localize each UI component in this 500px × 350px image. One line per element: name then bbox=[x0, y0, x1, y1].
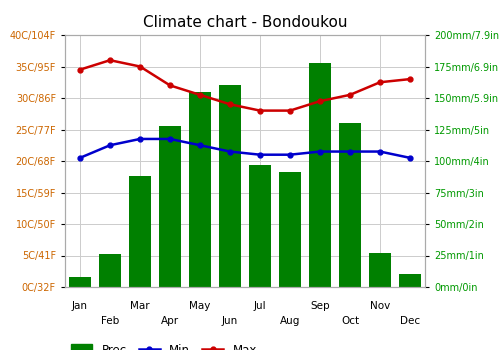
Text: Feb: Feb bbox=[101, 316, 119, 326]
Text: Oct: Oct bbox=[341, 316, 359, 326]
Text: Dec: Dec bbox=[400, 316, 420, 326]
Bar bbox=[159, 126, 181, 287]
Bar bbox=[69, 277, 91, 287]
Bar bbox=[129, 176, 151, 287]
Bar bbox=[369, 253, 391, 287]
Text: Jul: Jul bbox=[254, 301, 266, 311]
Text: Aug: Aug bbox=[280, 316, 300, 326]
Legend: Prec, Min, Max: Prec, Min, Max bbox=[71, 344, 257, 350]
Title: Climate chart - Bondoukou: Climate chart - Bondoukou bbox=[143, 15, 347, 30]
Bar bbox=[219, 85, 241, 287]
Text: Nov: Nov bbox=[370, 301, 390, 311]
Bar bbox=[399, 274, 421, 287]
Bar bbox=[279, 172, 301, 287]
Text: Sep: Sep bbox=[310, 301, 330, 311]
Bar bbox=[99, 254, 121, 287]
Bar bbox=[339, 123, 361, 287]
Bar bbox=[249, 165, 271, 287]
Text: Jan: Jan bbox=[72, 301, 88, 311]
Bar bbox=[189, 92, 211, 287]
Bar bbox=[309, 63, 331, 287]
Text: Mar: Mar bbox=[130, 301, 150, 311]
Text: Apr: Apr bbox=[161, 316, 179, 326]
Text: May: May bbox=[190, 301, 210, 311]
Text: Jun: Jun bbox=[222, 316, 238, 326]
